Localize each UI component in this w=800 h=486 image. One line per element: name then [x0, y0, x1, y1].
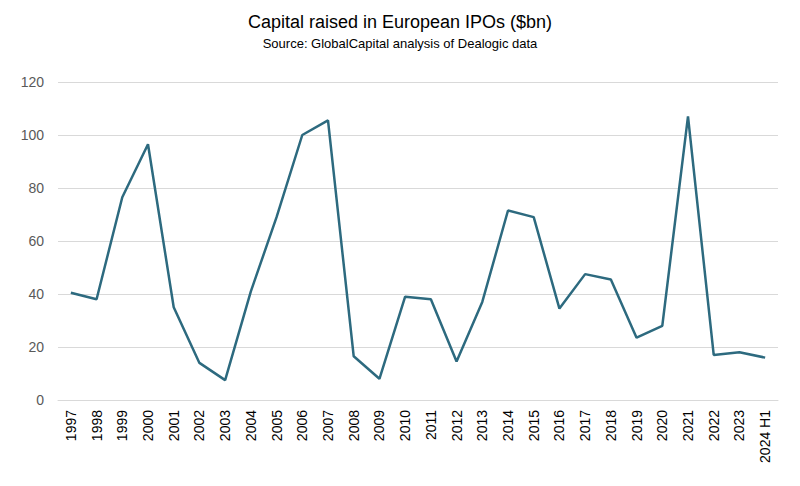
- svg-text:100: 100: [21, 127, 45, 143]
- svg-text:2006: 2006: [294, 410, 310, 441]
- svg-text:Capital raised in European IPO: Capital raised in European IPOs ($bn): [248, 12, 552, 32]
- svg-text:80: 80: [28, 180, 44, 196]
- svg-text:2020: 2020: [654, 410, 670, 441]
- svg-text:1997: 1997: [63, 410, 79, 441]
- svg-text:2021: 2021: [680, 410, 696, 441]
- svg-text:2022: 2022: [706, 410, 722, 441]
- svg-text:2000: 2000: [140, 410, 156, 441]
- svg-text:2011: 2011: [423, 410, 439, 440]
- svg-text:2015: 2015: [526, 410, 542, 441]
- svg-text:2013: 2013: [474, 410, 490, 441]
- svg-text:2018: 2018: [603, 410, 619, 441]
- svg-text:2016: 2016: [551, 410, 567, 441]
- svg-text:1999: 1999: [114, 410, 130, 441]
- svg-text:20: 20: [28, 339, 44, 355]
- svg-text:2009: 2009: [371, 410, 387, 441]
- svg-text:2019: 2019: [629, 410, 645, 441]
- svg-text:2003: 2003: [217, 410, 233, 441]
- svg-text:2007: 2007: [320, 410, 336, 441]
- svg-text:2001: 2001: [166, 410, 182, 441]
- svg-text:1998: 1998: [89, 410, 105, 441]
- svg-text:2024 H1: 2024 H1: [757, 410, 773, 463]
- svg-text:2008: 2008: [346, 410, 362, 441]
- svg-text:0: 0: [36, 392, 44, 408]
- svg-text:40: 40: [28, 286, 44, 302]
- svg-text:2014: 2014: [500, 410, 516, 441]
- svg-text:60: 60: [28, 233, 44, 249]
- svg-text:2017: 2017: [577, 410, 593, 441]
- svg-text:2002: 2002: [191, 410, 207, 441]
- svg-text:Source: GlobalCapital analysis: Source: GlobalCapital analysis of Dealog…: [263, 36, 538, 51]
- svg-text:2005: 2005: [269, 410, 285, 441]
- svg-text:2023: 2023: [731, 410, 747, 441]
- svg-text:2004: 2004: [243, 410, 259, 441]
- svg-text:120: 120: [21, 74, 45, 90]
- svg-text:2010: 2010: [397, 410, 413, 441]
- svg-text:2012: 2012: [449, 410, 465, 441]
